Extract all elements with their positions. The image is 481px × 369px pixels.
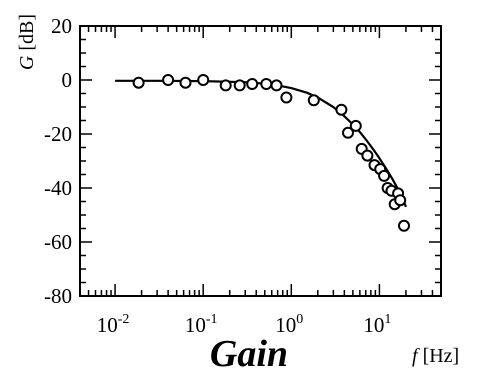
data-point [162,74,175,86]
x-tick-label: 10-1 [185,312,218,337]
data-point [307,94,320,107]
data-point [260,78,273,90]
y-axis-label-var: G [16,55,38,70]
data-point [394,194,407,207]
y-axis-label: G [dB] [16,14,38,70]
x-tick-label: 100 [275,312,303,337]
axis-ticks [79,25,442,297]
x-axis-label-var: f [412,345,420,367]
data-point [179,76,192,89]
data-points-group [132,74,410,232]
data-point [219,79,232,92]
data-point [132,76,145,89]
x-tick-label: 101 [363,312,391,337]
chart-title: Gain [210,333,288,369]
data-point [349,119,362,132]
data-point [378,169,391,182]
y-tick-label: 0 [62,68,73,92]
plot-frame [79,25,442,297]
y-tick-labels: 20 0 -20 -40 -60 -80 [44,14,72,308]
x-axis-label: f [Hz] [412,345,459,367]
data-point [246,78,259,90]
x-tick-label: 10-2 [97,312,130,337]
data-point [197,74,210,86]
y-tick-label: -80 [44,284,72,308]
y-tick-label: -40 [44,176,72,200]
y-tick-label: -20 [44,122,72,146]
data-point [342,126,354,139]
x-axis-label-unit: [Hz] [423,345,460,367]
data-point [270,79,283,92]
data-point [398,219,410,232]
data-point [335,103,348,116]
data-point [233,79,246,92]
x-tick-labels: 10-2 10-1 100 101 [97,312,392,337]
data-point [361,149,374,162]
y-axis-label-unit: [dB] [16,14,38,51]
y-tick-label: -60 [44,230,72,254]
y-tick-label: 20 [51,14,72,38]
data-point [280,91,293,104]
